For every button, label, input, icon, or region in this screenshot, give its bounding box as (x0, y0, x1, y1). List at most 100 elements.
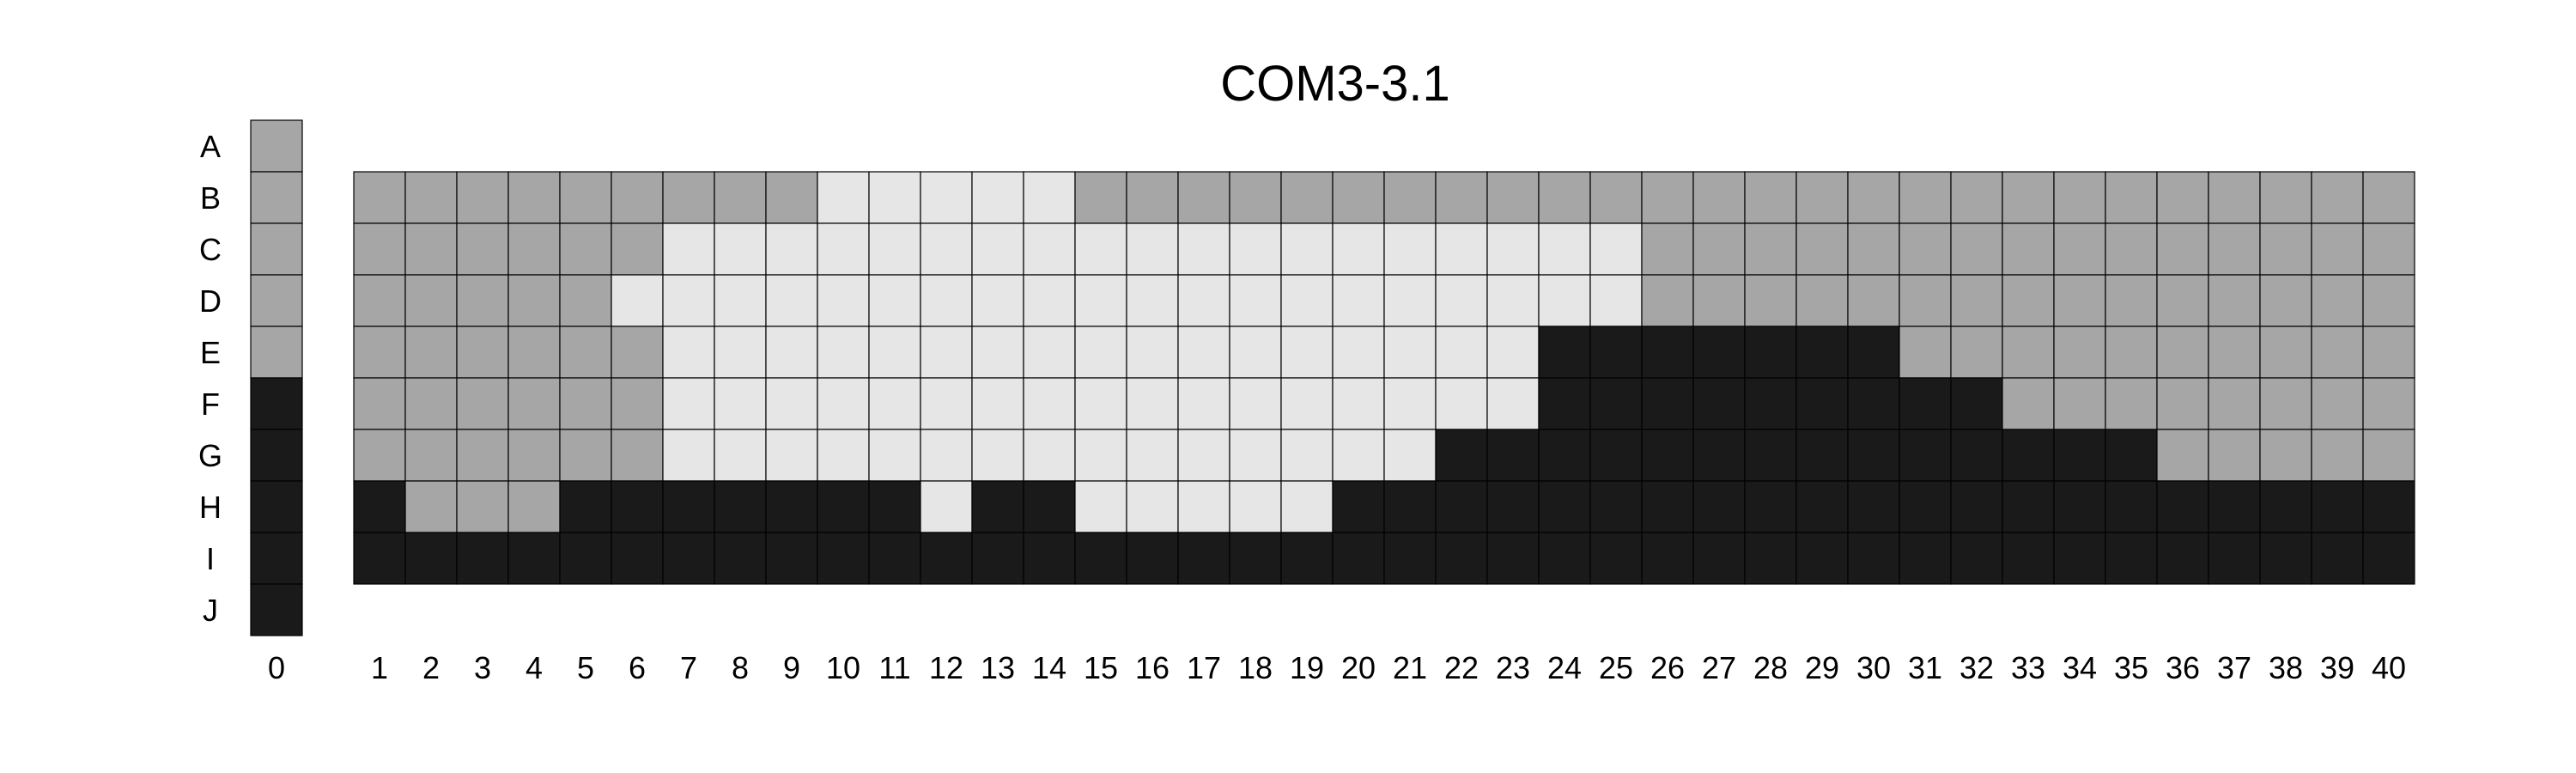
heatmap-cell-H-12 (920, 480, 973, 533)
heatmap-cell-E-16 (1126, 326, 1179, 379)
column-label-36: 36 (2166, 650, 2200, 685)
heatmap-cell-C-33 (2002, 222, 2055, 276)
column-label-2: 2 (422, 650, 440, 685)
heatmap-cell-D-6 (611, 274, 664, 327)
row-label-A: A (200, 129, 221, 164)
heatmap-cell-H-6 (611, 480, 664, 533)
heatmap-cell-C-37 (2208, 222, 2261, 276)
heatmap-cell-F-9 (765, 377, 818, 430)
heatmap-cell-I-7 (662, 532, 715, 585)
heatmap-cell-E-14 (1023, 326, 1076, 379)
heatmap-cell-B-29 (1795, 171, 1849, 224)
column-label-29: 29 (1805, 650, 1839, 685)
heatmap-cell-F-11 (868, 377, 921, 430)
heatmap-cell-H-34 (2053, 480, 2106, 533)
heatmap-cell-D-28 (1744, 274, 1797, 327)
heatmap-cell-C-24 (1538, 222, 1591, 276)
heatmap-cell-H-3 (456, 480, 509, 533)
heatmap-cell-E-40 (2362, 326, 2415, 379)
heatmap-cell-F-32 (1950, 377, 2003, 430)
heatmap-cell-B-38 (2259, 171, 2312, 224)
heatmap-cell-B-14 (1023, 171, 1076, 224)
column-label-34: 34 (2063, 650, 2097, 685)
heatmap-cell-F-20 (1332, 377, 1385, 430)
heatmap-cell-E-35 (2105, 326, 2158, 379)
heatmap-cell-G-24 (1538, 429, 1591, 482)
heatmap-cell-E-27 (1692, 326, 1746, 379)
row-label-G: G (198, 438, 222, 473)
heatmap-cell-D-27 (1692, 274, 1746, 327)
heatmap-cell-H-22 (1435, 480, 1488, 533)
heatmap-cell-H-15 (1074, 480, 1127, 533)
cell-layer (250, 119, 2415, 636)
heatmap-cell-C-2 (404, 222, 458, 276)
heatmap-cell-G-35 (2105, 429, 2158, 482)
heatmap-cell-E-33 (2002, 326, 2055, 379)
heatmap-cell-C-18 (1229, 222, 1282, 276)
heatmap-cell-E-7 (662, 326, 715, 379)
heatmap-cell-I-33 (2002, 532, 2055, 585)
heatmap-cell-H-33 (2002, 480, 2055, 533)
heatmap-cell-I-12 (920, 532, 973, 585)
heatmap-cell-B-26 (1641, 171, 1694, 224)
heatmap-cell-D-39 (2311, 274, 2364, 327)
heatmap-cell-C-39 (2311, 222, 2364, 276)
heatmap-cell-G-28 (1744, 429, 1797, 482)
heatmap-cell-B-9 (765, 171, 818, 224)
heatmap-cell-H-26 (1641, 480, 1694, 533)
heatmap-cell-E-2 (404, 326, 458, 379)
heatmap-cell-E-28 (1744, 326, 1797, 379)
heatmap-cell-H-40 (2362, 480, 2415, 533)
heatmap-cell-E-17 (1177, 326, 1230, 379)
heatmap-cell-B-20 (1332, 171, 1385, 224)
heatmap-cell-E-30 (1847, 326, 1900, 379)
column-label-22: 22 (1444, 650, 1479, 685)
heatmap-cell-F-30 (1847, 377, 1900, 430)
heatmap-cell-I-3 (456, 532, 509, 585)
heatmap-cell-I-35 (2105, 532, 2158, 585)
column-label-13: 13 (981, 650, 1015, 685)
heatmap-cell-I-28 (1744, 532, 1797, 585)
heatmap-cell-G-14 (1023, 429, 1076, 482)
heatmap-cell-I-32 (1950, 532, 2003, 585)
heatmap-cell-G-38 (2259, 429, 2312, 482)
heatmap-cell-C-13 (971, 222, 1024, 276)
heatmap-cell-F-23 (1486, 377, 1540, 430)
heatmap-cell-E-3 (456, 326, 509, 379)
column-label-5: 5 (577, 650, 594, 685)
heatmap-cell-G-37 (2208, 429, 2261, 482)
heatmap-cell-C-35 (2105, 222, 2158, 276)
heatmap-cell-H-24 (1538, 480, 1591, 533)
heatmap-cell-I-17 (1177, 532, 1230, 585)
heatmap-cell-D-1 (353, 274, 406, 327)
heatmap-cell-C-12 (920, 222, 973, 276)
heatmap-cell-D-5 (559, 274, 612, 327)
heatmap-cell-F-6 (611, 377, 664, 430)
heatmap-cell-G-31 (1899, 429, 1952, 482)
heatmap-cell-H-2 (404, 480, 458, 533)
heatmap-cell-E-15 (1074, 326, 1127, 379)
heatmap-cell-C-26 (1641, 222, 1694, 276)
column-label-11: 11 (878, 650, 910, 685)
heatmap-cell-E-6 (611, 326, 664, 379)
heatmap-cell-I-13 (971, 532, 1024, 585)
heatmap-cell-B-7 (662, 171, 715, 224)
heatmap-cell-I-25 (1589, 532, 1643, 585)
heatmap-cell-B-0 (250, 171, 303, 224)
heatmap-cell-E-12 (920, 326, 973, 379)
heatmap-cell-D-24 (1538, 274, 1591, 327)
heatmap-cell-B-1 (353, 171, 406, 224)
heatmap-cell-C-28 (1744, 222, 1797, 276)
column-label-6: 6 (629, 650, 646, 685)
heatmap-cell-H-31 (1899, 480, 1952, 533)
heatmap-cell-G-19 (1280, 429, 1334, 482)
heatmap-cell-E-38 (2259, 326, 2312, 379)
heatmap-cell-H-19 (1280, 480, 1334, 533)
heatmap-cell-E-19 (1280, 326, 1334, 379)
heatmap-cell-H-36 (2156, 480, 2209, 533)
heatmap-cell-I-8 (714, 532, 767, 585)
heatmap-cell-D-37 (2208, 274, 2261, 327)
heatmap-cell-G-4 (507, 429, 561, 482)
heatmap-cell-E-4 (507, 326, 561, 379)
heatmap-cell-I-34 (2053, 532, 2106, 585)
